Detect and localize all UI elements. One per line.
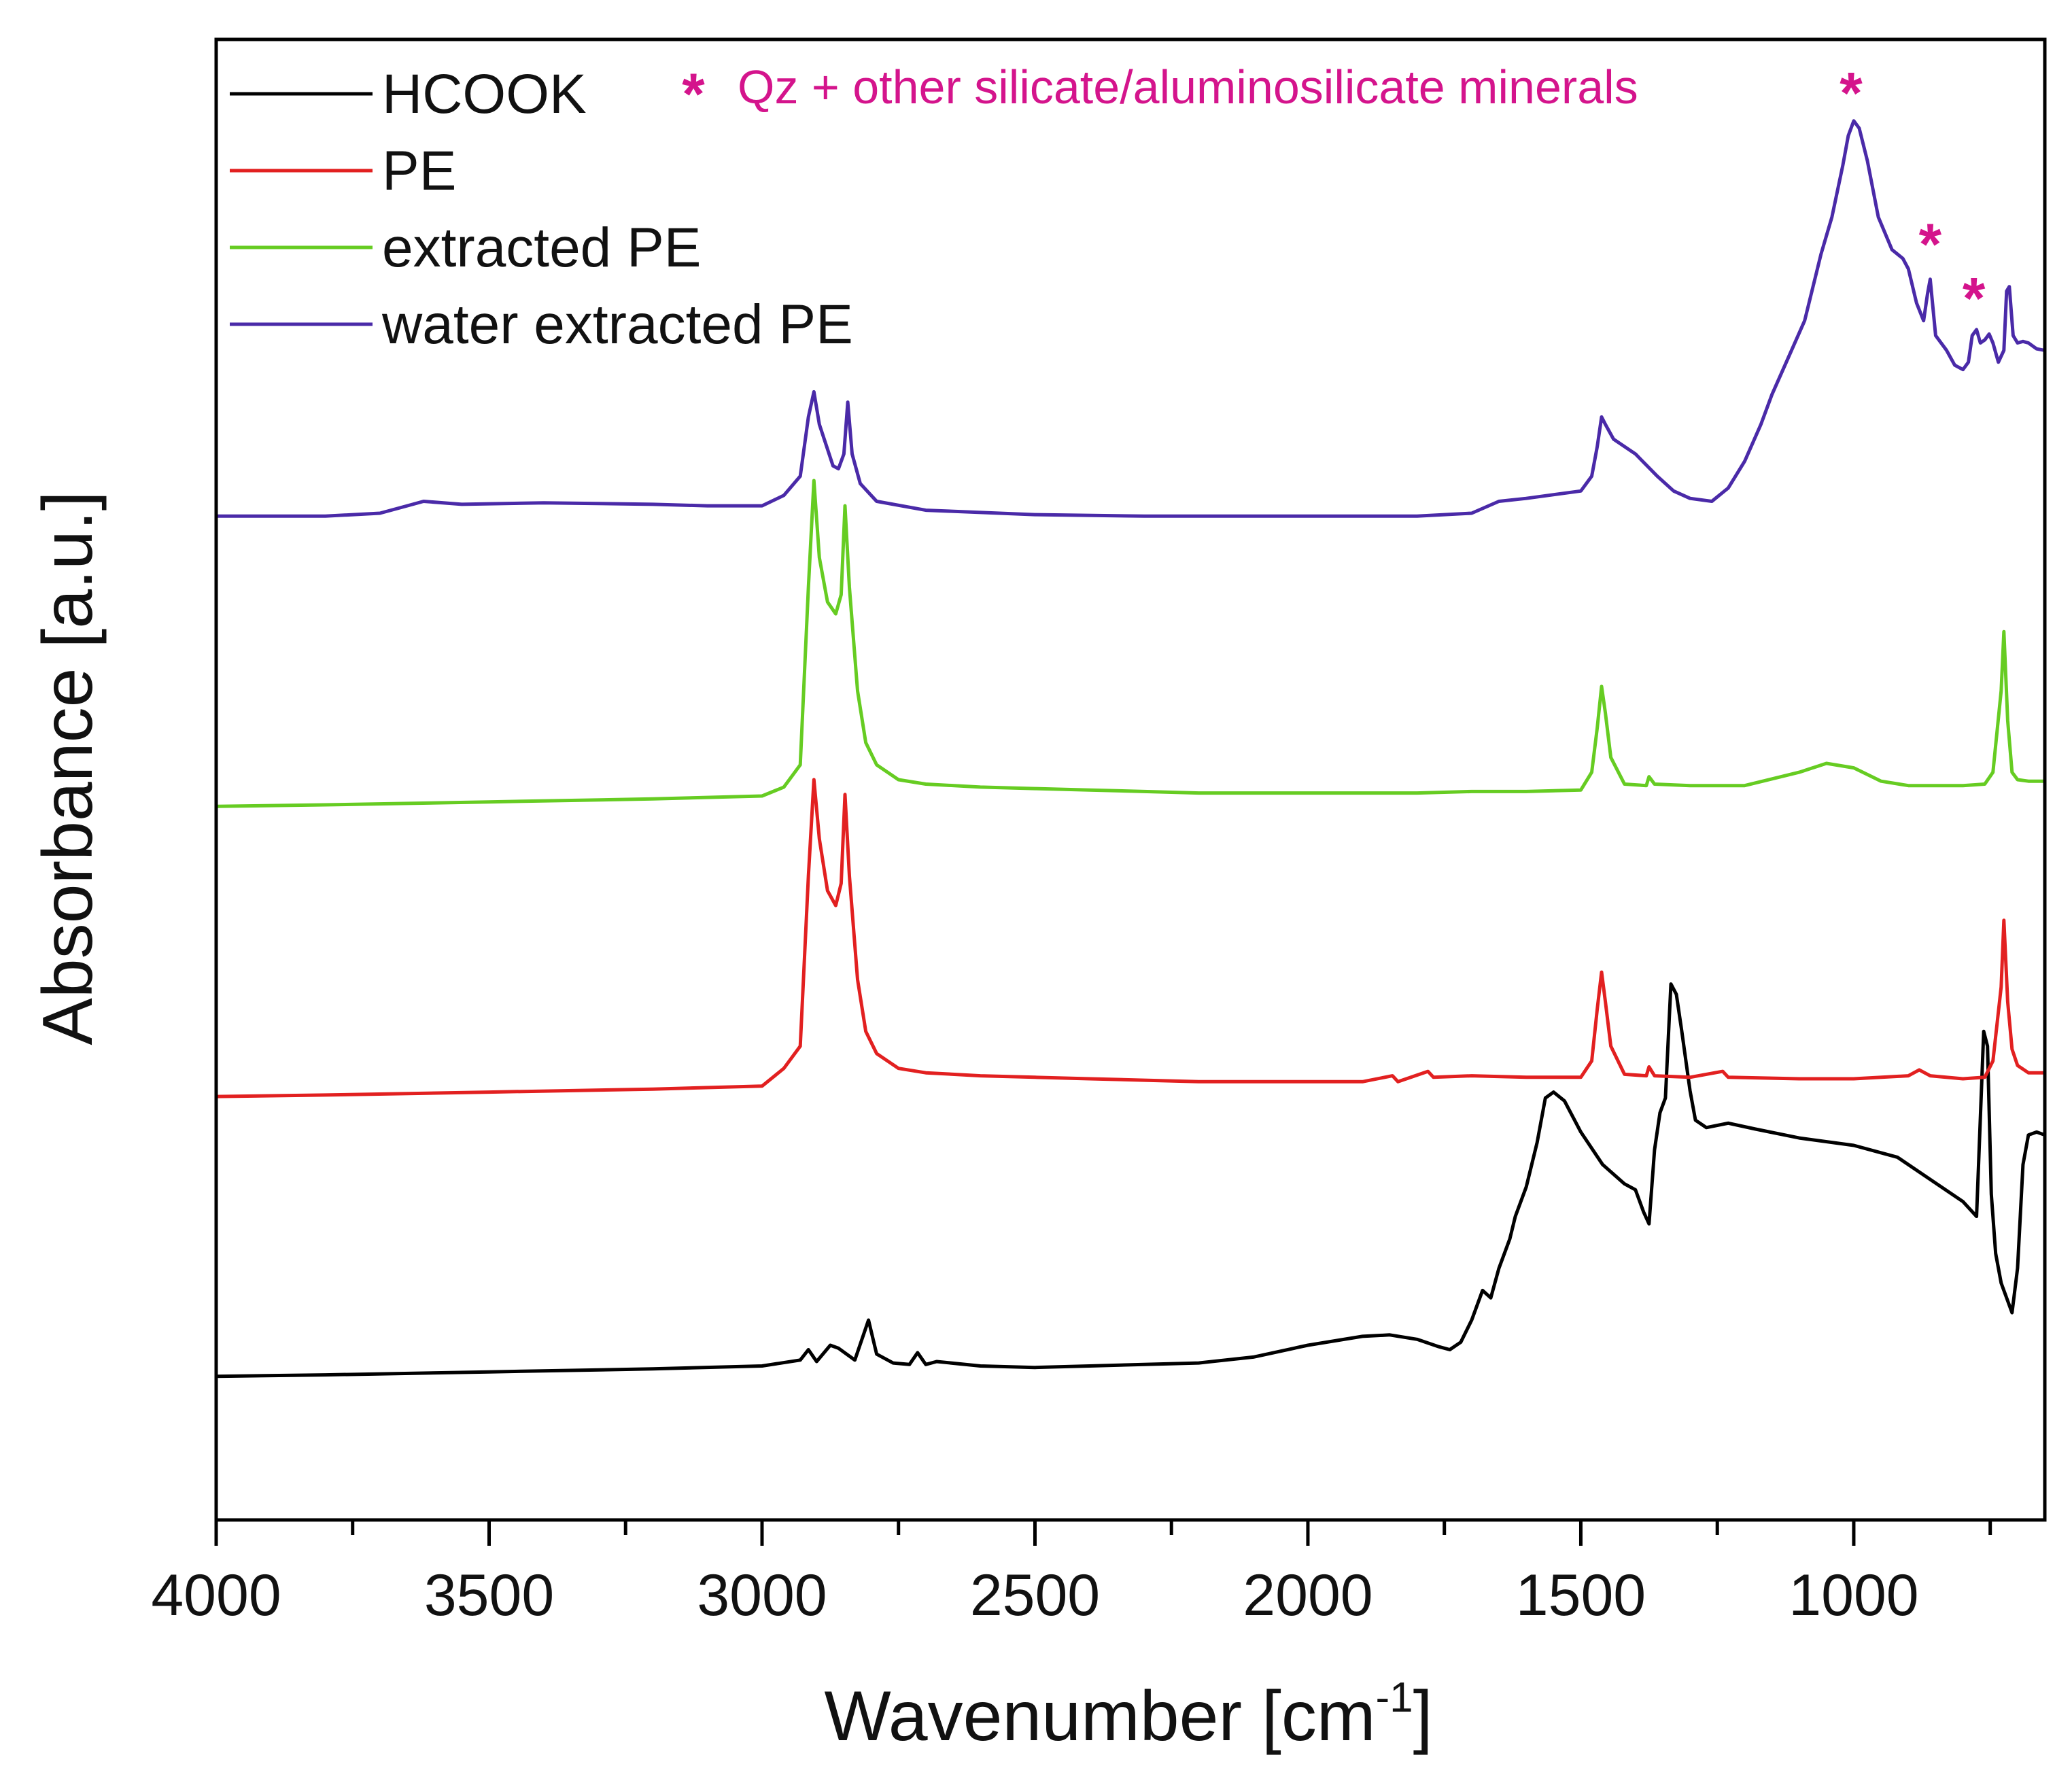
series-line-extracted-pe <box>214 479 2047 808</box>
x-axis-label-sup: -1 <box>1375 1674 1413 1721</box>
annotation-text: Qz + other silicate/aluminosilicate mine… <box>738 60 1638 114</box>
plot-frame <box>214 37 2047 1522</box>
y-axis-title: Absorbance [a.u.] <box>29 491 107 1045</box>
annotation: * Qz + other silicate/aluminosilicate mi… <box>682 60 1638 127</box>
x-tick-label-2000: 2000 <box>1243 1563 1372 1628</box>
peak-marker-860: * <box>1919 212 1942 277</box>
x-axis-label-main: Wavenumber [cm <box>824 1677 1375 1756</box>
x-tick-label-3500: 3500 <box>424 1563 554 1628</box>
series-layer <box>214 119 2047 1379</box>
x-tick-label-3000: 3000 <box>697 1563 827 1628</box>
series-line-hcook <box>214 982 2047 1379</box>
x-tick-label-1000: 1000 <box>1789 1563 1918 1628</box>
legend-label-extracted-pe: extracted PE <box>382 217 701 279</box>
x-tick-label-4000: 4000 <box>151 1563 281 1628</box>
peak-markers: * * * <box>1840 61 1986 332</box>
legend: HCOOK PE extracted PE water extracted PE <box>230 63 853 356</box>
x-tick-label-2500: 2500 <box>970 1563 1100 1628</box>
series-line-water-extracted-pe <box>214 119 2047 518</box>
peak-marker-1005: * <box>1840 61 1863 126</box>
peak-marker-780: * <box>1963 266 1986 331</box>
x-tick-label-1500: 1500 <box>1516 1563 1646 1628</box>
legend-label-hcook: HCOOK <box>382 63 587 125</box>
series-line-pe <box>214 778 2047 1098</box>
x-axis-title: Wavenumber [cm-1] <box>824 1674 1432 1756</box>
legend-label-water-extracted-pe: water extracted PE <box>381 294 853 356</box>
x-axis-label-close: ] <box>1413 1677 1433 1756</box>
legend-label-pe: PE <box>382 140 456 202</box>
annotation-star-legend: * <box>682 62 705 127</box>
x-axis-ticks: 4000 3500 3000 2500 2000 1500 1000 <box>151 1520 1992 1628</box>
y-axis-label: Absorbance [a.u.] <box>29 491 107 1045</box>
